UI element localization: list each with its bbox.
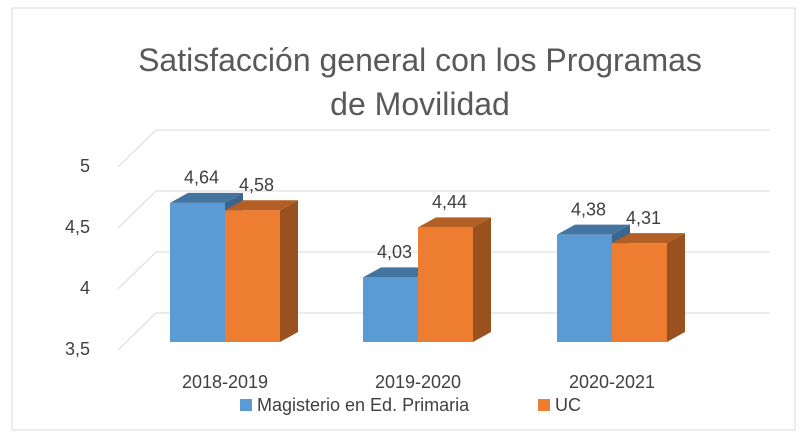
data-label: 4,64: [184, 168, 219, 188]
data-label: 4,31: [626, 208, 661, 228]
legend-label: Magisterio en Ed. Primaria: [257, 395, 470, 415]
y-tick-label: 5: [80, 156, 90, 176]
bar: [225, 210, 280, 342]
bar-top: [612, 233, 685, 244]
bar-top: [225, 200, 298, 211]
legend-swatch: [538, 399, 550, 411]
legend-label: UC: [555, 395, 581, 415]
bar: [557, 234, 612, 342]
bar-top: [418, 217, 491, 228]
legend-swatch: [240, 399, 252, 411]
grid-line: [117, 129, 770, 168]
grid-line: [117, 190, 770, 229]
y-tick-label: 4,5: [65, 217, 90, 237]
bar-side: [280, 200, 298, 342]
y-tick-label: 4: [80, 278, 90, 298]
data-label: 4,58: [239, 175, 274, 195]
data-label: 4,03: [377, 242, 412, 262]
bar: [418, 227, 473, 342]
bar: [612, 243, 667, 342]
y-tick-label: 3,5: [65, 339, 90, 359]
bar-top: [363, 267, 436, 278]
bar: [363, 277, 418, 342]
data-label: 4,38: [571, 199, 606, 219]
bar: [170, 202, 225, 342]
chart-title: Satisfacción general con los Programas d…: [138, 42, 702, 122]
bar-side: [667, 233, 685, 342]
chart-border: [11, 7, 796, 431]
x-tick-label: 2018-2019: [182, 372, 268, 392]
bar-side: [473, 217, 491, 342]
bar-top: [170, 192, 243, 203]
data-label: 4,44: [432, 192, 467, 212]
bar-top: [557, 224, 630, 235]
x-tick-label: 2020-2021: [569, 372, 655, 392]
x-tick-label: 2019-2020: [375, 372, 461, 392]
